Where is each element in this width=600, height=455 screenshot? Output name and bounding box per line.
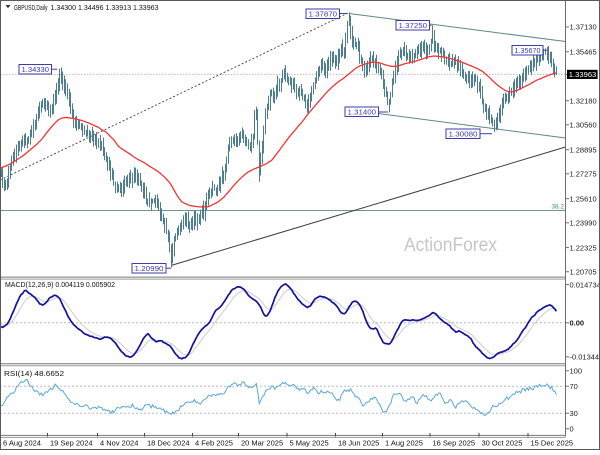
svg-text:0.00: 0.00: [570, 319, 585, 328]
svg-text:30: 30: [570, 409, 578, 418]
svg-text:6 Aug 2024: 6 Aug 2024: [3, 439, 41, 448]
svg-text:4 Nov 2024: 4 Nov 2024: [100, 439, 138, 448]
svg-text:1.35465: 1.35465: [570, 48, 597, 57]
svg-text:15 Dec 2025: 15 Dec 2025: [531, 439, 574, 448]
svg-text:-0.013442: -0.013442: [570, 353, 600, 362]
svg-text:1.27275: 1.27275: [570, 170, 597, 179]
svg-text:1.37870: 1.37870: [309, 12, 338, 19]
svg-text:1.30560: 1.30560: [570, 121, 597, 130]
svg-text:1.22325: 1.22325: [570, 243, 597, 252]
svg-text:RSI(14) 48.6652: RSI(14) 48.6652: [4, 369, 64, 378]
svg-text:19 Sep 2024: 19 Sep 2024: [50, 439, 93, 448]
svg-text:100: 100: [570, 367, 583, 376]
svg-text:0.014734: 0.014734: [570, 280, 600, 289]
svg-text:1.20705: 1.20705: [570, 267, 597, 276]
svg-text:0: 0: [570, 425, 574, 434]
svg-text:ActionForex: ActionForex: [404, 234, 497, 256]
svg-text:1.20990: 1.20990: [135, 266, 164, 273]
svg-text:70: 70: [570, 382, 578, 391]
svg-text:1.37130: 1.37130: [570, 23, 597, 32]
svg-text:16 Sep 2025: 16 Sep 2025: [433, 439, 476, 448]
svg-text:1.32180: 1.32180: [570, 96, 597, 105]
svg-text:1 Aug 2025: 1 Aug 2025: [385, 439, 423, 448]
svg-text:1.34330: 1.34330: [22, 67, 50, 74]
svg-text:1.25610: 1.25610: [570, 194, 597, 203]
svg-text:5 May 2025: 5 May 2025: [290, 439, 329, 448]
svg-text:1.28895: 1.28895: [570, 145, 597, 154]
svg-text:4 Feb 2025: 4 Feb 2025: [195, 439, 233, 448]
svg-text:1.35670: 1.35670: [515, 48, 541, 55]
svg-text:MACD(12,26,9) 0.004119 0.00590: MACD(12,26,9) 0.004119 0.005902: [5, 280, 115, 289]
svg-text:1.33963: 1.33963: [569, 70, 597, 79]
svg-text:1.34300 1.34496 1.33913 1.3396: 1.34300 1.34496 1.33913 1.33963: [51, 3, 159, 12]
svg-text:30 Oct 2025: 30 Oct 2025: [482, 439, 523, 448]
svg-text:GBPUSD,Daily: GBPUSD,Daily: [14, 3, 48, 12]
svg-text:38.2: 38.2: [551, 204, 564, 211]
svg-text:1.37250: 1.37250: [399, 23, 428, 30]
svg-text:18 Dec 2024: 18 Dec 2024: [147, 439, 190, 448]
svg-text:20 Mar 2025: 20 Mar 2025: [241, 439, 283, 448]
svg-text:1.23990: 1.23990: [570, 218, 597, 227]
svg-text:18 Jun 2025: 18 Jun 2025: [338, 439, 379, 448]
svg-text:1.30080: 1.30080: [449, 132, 478, 139]
svg-text:1.31400: 1.31400: [348, 110, 377, 117]
